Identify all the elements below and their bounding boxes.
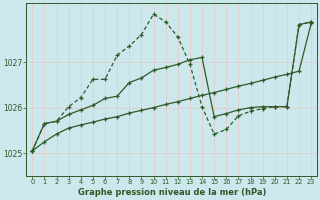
X-axis label: Graphe pression niveau de la mer (hPa): Graphe pression niveau de la mer (hPa)	[77, 188, 266, 197]
